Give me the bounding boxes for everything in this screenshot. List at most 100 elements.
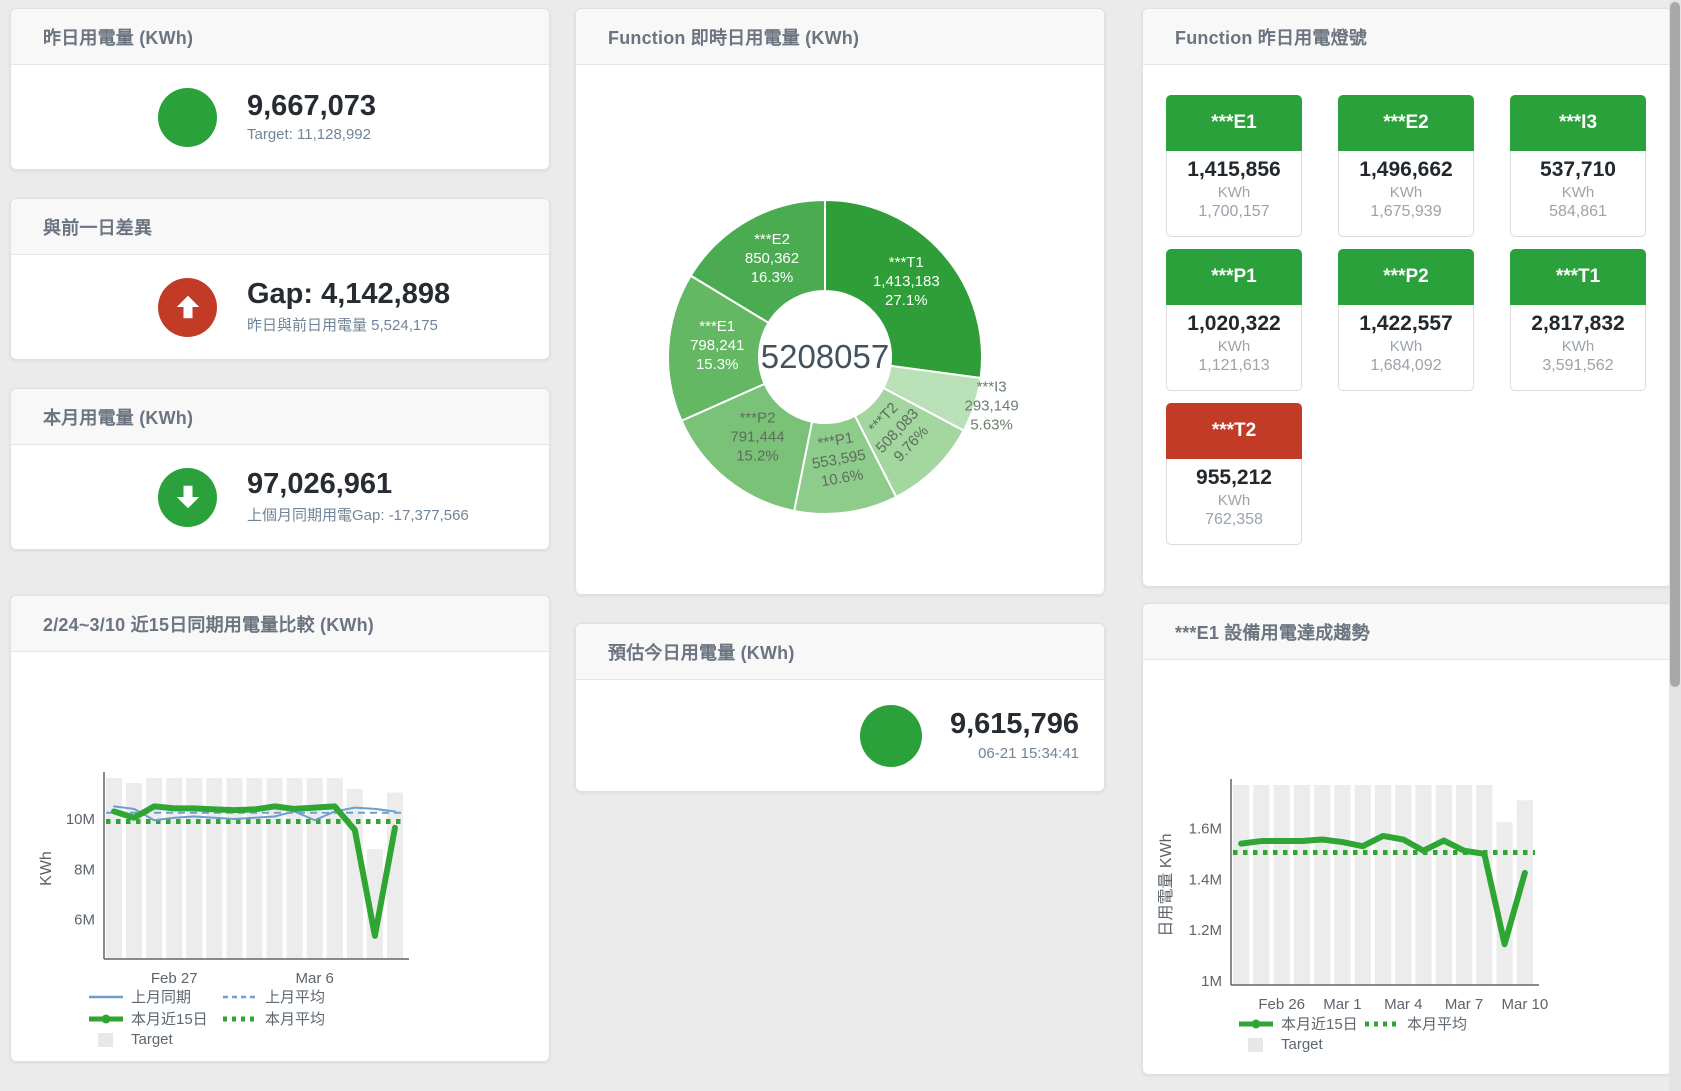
kpi-target-subtext: Target: 11,128,992 (247, 126, 371, 144)
y-tick-label: 1.6M (1189, 820, 1222, 837)
legend-swatch-icon (1365, 1021, 1399, 1026)
tile-value: 537,710 (1540, 158, 1616, 181)
series-line (113, 805, 396, 822)
device-tile-E1[interactable]: ***E1 1,415,856 KWh 1,700,157 (1166, 95, 1302, 237)
x-tick-label: Mar 7 (1445, 996, 1483, 1013)
legend-item-上月平均[interactable]: 上月平均 (223, 986, 357, 1007)
x-tick-label: Mar 4 (1384, 996, 1422, 1013)
legend-item-本月近15日[interactable]: 本月近15日 (89, 1008, 223, 1029)
device-tile-P2[interactable]: ***P2 1,422,557 KWh 1,684,092 (1338, 249, 1474, 391)
tile-status-header: ***P2 (1338, 249, 1474, 305)
card-yesterday-status-lights: Function 昨日用電燈號 ***E1 1,415,856 KWh 1,700,1… (1142, 8, 1672, 587)
tile-body: 1,422,557 KWh 1,684,092 (1339, 305, 1473, 375)
card-title: ***E1 設備用電達成趨勢 (1175, 622, 1370, 643)
tile-target-value: 1,675,939 (1370, 203, 1442, 220)
tile-target-value: 762,358 (1205, 511, 1263, 528)
tile-unit: KWh (1561, 184, 1595, 201)
card-yesterday-usage: 昨日用電量 (KWh) 9,667,073 Target: 11,128,992 (10, 8, 550, 170)
x-tick-label: Feb 27 (151, 970, 198, 987)
tile-value: 1,020,322 (1187, 312, 1281, 335)
target-bar (1293, 785, 1311, 985)
legend-item-上月同期[interactable]: 上月同期 (89, 986, 223, 1007)
card-title: 本月用電量 (KWh) (43, 407, 194, 428)
legend-item-本月近15日[interactable]: 本月近15日 (1239, 1013, 1365, 1034)
tile-body: 955,212 KWh 762,358 (1167, 459, 1301, 529)
card-title: 與前一日差異 (43, 217, 153, 238)
device-tile-T2[interactable]: ***T2 955,212 KWh 762,358 (1166, 403, 1302, 545)
tile-value: 1,496,662 (1359, 158, 1453, 181)
legend-item-本月平均[interactable]: 本月平均 (223, 1008, 357, 1029)
tile-target-value: 1,700,157 (1198, 203, 1270, 220)
legend-row: 本月近15日 本月平均 (89, 1008, 357, 1029)
y-tick-label: 1M (1201, 973, 1222, 990)
target-bar (1516, 800, 1533, 985)
target-bar (1314, 785, 1331, 985)
card-realtime-donut: Function 即時日用電量 (KWh) ***T1 1,413,183 27.1… (575, 8, 1105, 595)
kpi-value: 9,667,073 (247, 89, 377, 122)
series-line (1238, 832, 1528, 948)
donut-slice-E2[interactable] (689, 198, 826, 325)
status-circle-icon (158, 87, 217, 147)
card-header: 預估今日用電量 (KWh) (576, 624, 1104, 680)
y-axis-title: KWh (38, 851, 55, 886)
donut-slice-P2[interactable] (680, 382, 814, 513)
y-tick-label: 6M (74, 912, 95, 929)
arrow-down-icon (158, 467, 217, 527)
card-15day-comparison-chart: 2/24~3/10 近15日同期用電量比較 (KWh) 6M 8M 10M Feb 2… (10, 595, 550, 1062)
target-bar (1415, 785, 1432, 985)
target-bar (1435, 785, 1452, 985)
kpi-value: 9,615,796 (949, 708, 1079, 741)
legend-swatch-icon (89, 995, 123, 998)
target-bar (1395, 785, 1412, 985)
legend-row: 上月同期 上月平均 (89, 986, 357, 1007)
device-tile-P1[interactable]: ***P1 1,020,322 KWh 1,121,613 (1166, 249, 1302, 391)
kpi-body: 9,667,073 Target: 11,128,992 (11, 65, 549, 169)
target-bar (286, 778, 303, 959)
kpi-body: Gap: 4,142,898 昨日與前日用電量 5,524,175 (11, 255, 549, 359)
x-tick-label: Mar 10 (1502, 996, 1549, 1013)
card-header: 本月用電量 (KWh) (11, 389, 549, 445)
card-day-gap: 與前一日差異 Gap: 4,142,898 昨日與前日用電量 5,524,175 (10, 198, 550, 360)
donut-slice-label: ***T1 1,413,183 27.1% (873, 254, 940, 309)
function-usage-donut-chart: ***T1 1,413,183 27.1%***I3 293,149 5.63%***T… (667, 198, 1019, 515)
legend-item-Target[interactable]: Target (1239, 1036, 1365, 1053)
scrollbar-track[interactable] (1669, 0, 1681, 1091)
tile-body: 1,496,662 KWh 1,675,939 (1339, 151, 1473, 221)
comparison-line-chart: 6M 8M 10M Feb 27 Mar 6 KWh (38, 772, 409, 987)
card-header: Function 昨日用電燈號 (1143, 9, 1671, 65)
donut-slice-E1[interactable] (667, 274, 770, 423)
donut-slice-label: ***I3 293,149 5.63% (964, 379, 1018, 434)
legend-label: 上月平均 (265, 989, 326, 1006)
tile-body: 537,710 KWh 584,861 (1511, 151, 1645, 221)
legend-item-本月平均[interactable]: 本月平均 (1365, 1013, 1491, 1034)
tile-status-header: ***T2 (1166, 403, 1302, 459)
target-bar (186, 778, 203, 959)
tile-status-header: ***E2 (1338, 95, 1474, 151)
card-header: ***E1 設備用電達成趨勢 (1143, 604, 1671, 660)
tile-target-value: 1,684,092 (1370, 357, 1442, 374)
tile-body: 1,415,856 KWh 1,700,157 (1167, 151, 1301, 221)
y-tick-label: 1.4M (1189, 871, 1222, 888)
target-bar (386, 792, 403, 959)
legend-label: Target (131, 1031, 173, 1048)
y-axis-title: 日用電量 KWh (1158, 833, 1175, 936)
device-tiles-grid: ***E1 1,415,856 KWh 1,700,157 ***E2 1,496,662… (1143, 65, 1671, 545)
legend-item-Target[interactable]: Target (89, 1031, 223, 1048)
x-tick-label: Mar 1 (1323, 996, 1361, 1013)
tile-status-header: ***T1 (1510, 249, 1646, 305)
device-tile-T1[interactable]: ***T1 2,817,832 KWh 3,591,562 (1510, 249, 1646, 391)
target-bar (126, 783, 143, 959)
target-bar (226, 778, 243, 959)
device-tile-E2[interactable]: ***E2 1,496,662 KWh 1,675,939 (1338, 95, 1474, 237)
arrow-up-icon (158, 277, 217, 337)
status-circle-icon (859, 704, 922, 767)
card-header: Function 即時日用電量 (KWh) (576, 9, 1104, 65)
card-month-usage: 本月用電量 (KWh) 97,026,961 上個月同期用電Gap: -17,3… (10, 388, 550, 550)
series-line (111, 803, 398, 939)
donut-slice-T1[interactable] (824, 198, 983, 380)
target-bar (1455, 785, 1473, 985)
legend-swatch-icon (98, 1032, 113, 1047)
scrollbar-thumb[interactable] (1670, 2, 1680, 687)
device-tile-I3[interactable]: ***I3 537,710 KWh 584,861 (1510, 95, 1646, 237)
tile-unit: KWh (1217, 184, 1251, 201)
